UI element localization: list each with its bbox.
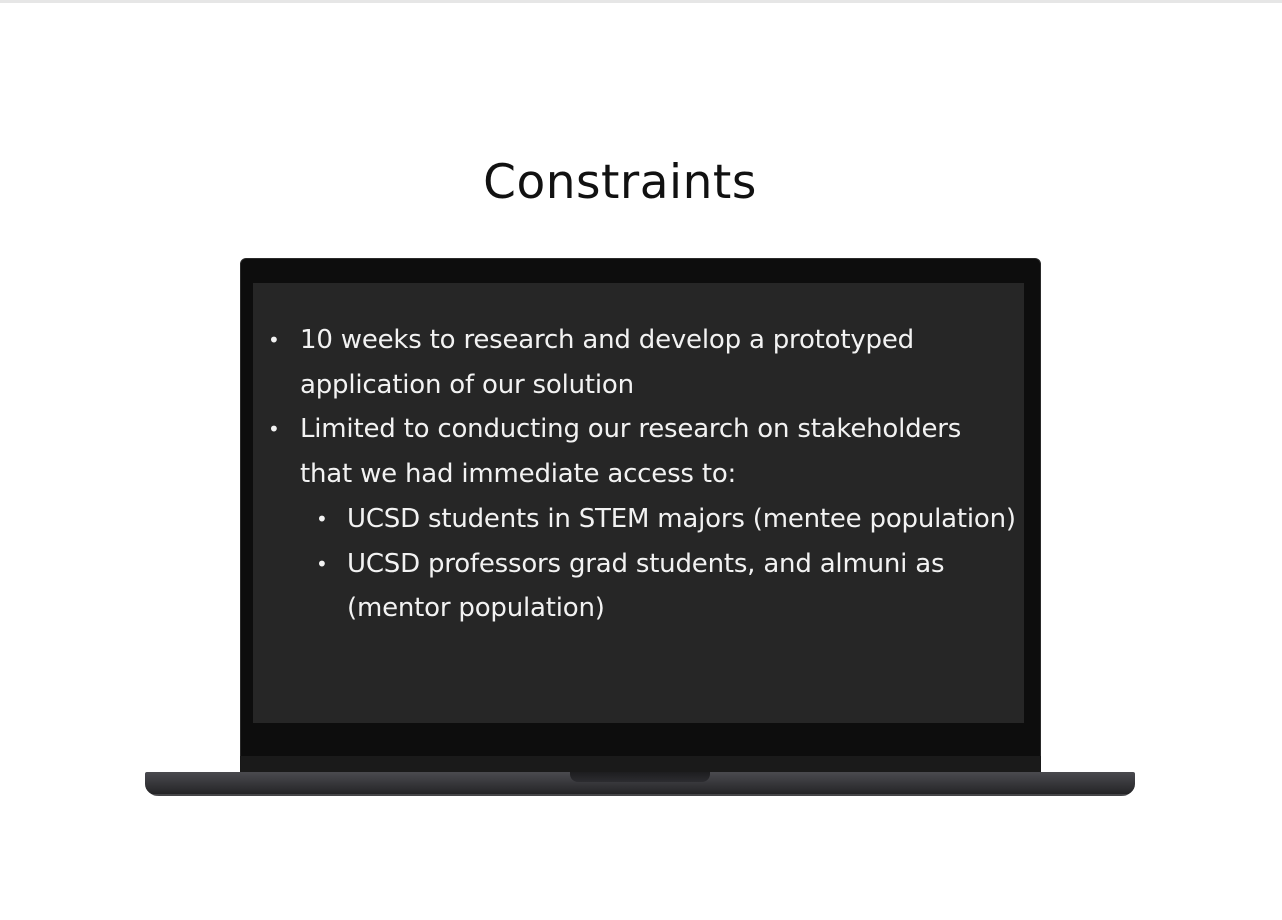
constraint-item: Limited to conducting our research on st… xyxy=(268,407,1018,631)
stakeholder-item: UCSD professors grad students, and almun… xyxy=(300,542,1018,631)
stakeholder-list: UCSD students in STEM majors (mentee pop… xyxy=(300,497,1018,631)
laptop-lid: 10 weeks to research and develop a proto… xyxy=(240,258,1041,772)
constraints-list: 10 weeks to research and develop a proto… xyxy=(268,318,1018,631)
laptop-screen: 10 weeks to research and develop a proto… xyxy=(253,283,1024,723)
top-divider xyxy=(0,0,1282,3)
stakeholder-item: UCSD students in STEM majors (mentee pop… xyxy=(300,497,1018,542)
laptop-mockup: 10 weeks to research and develop a proto… xyxy=(145,258,1135,798)
laptop-base-edge xyxy=(153,794,1127,796)
constraint-item: 10 weeks to research and develop a proto… xyxy=(268,318,1018,407)
stakeholder-item-text: UCSD professors grad students, and almun… xyxy=(347,548,945,624)
stakeholder-item-text: UCSD students in STEM majors (mentee pop… xyxy=(347,503,1016,534)
constraint-item-text: 10 weeks to research and develop a proto… xyxy=(300,325,914,400)
constraint-item-text: Limited to conducting our research on st… xyxy=(300,414,962,490)
laptop-notch xyxy=(570,772,710,782)
page-title: Constraints xyxy=(483,155,757,210)
laptop-hinge xyxy=(240,756,1041,772)
